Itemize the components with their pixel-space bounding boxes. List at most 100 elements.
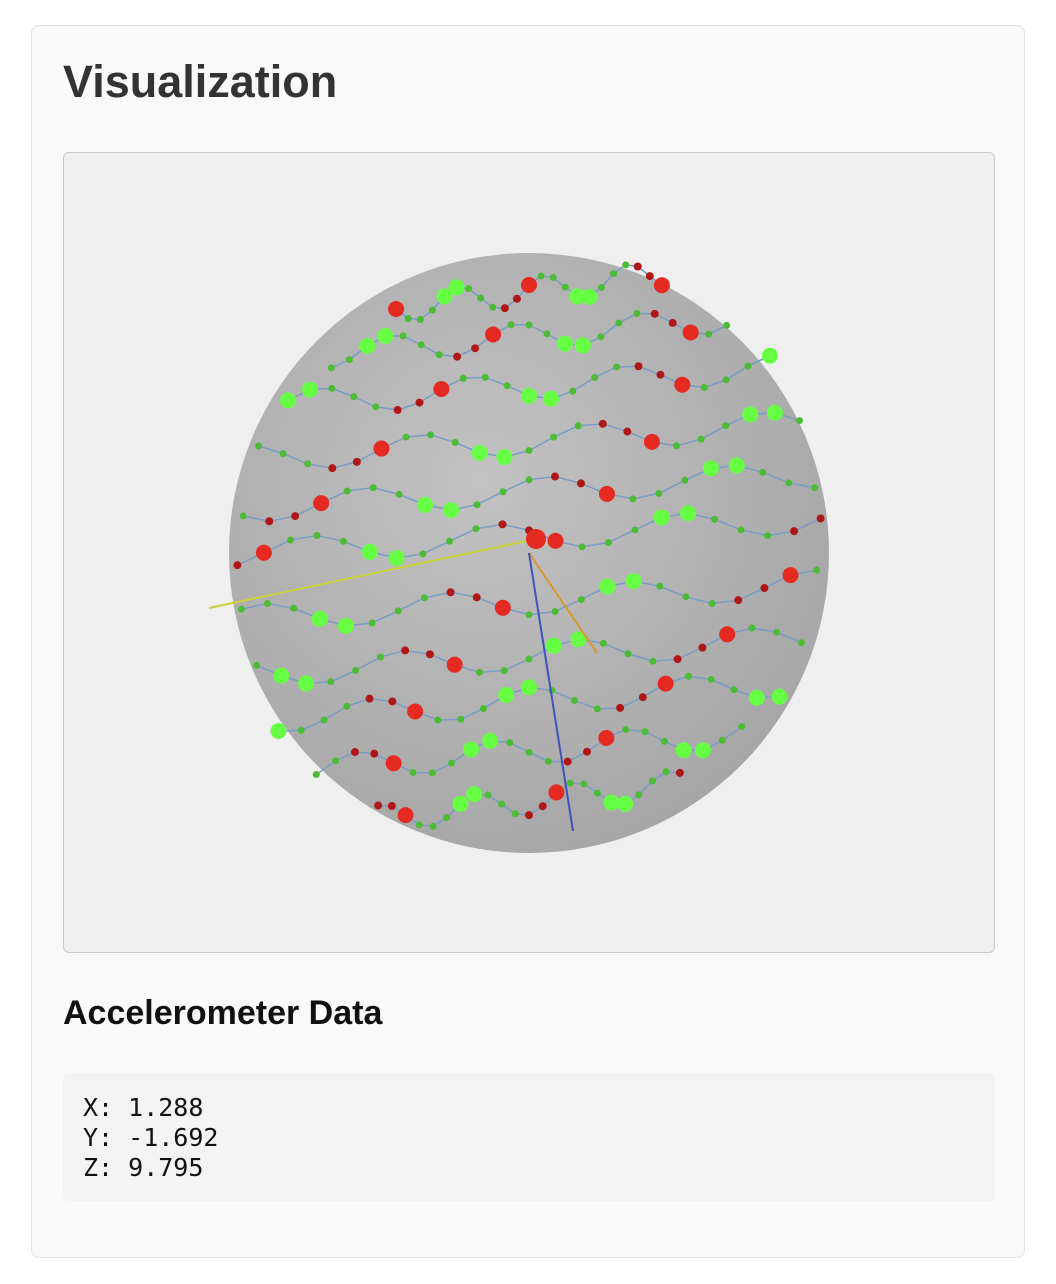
trajectory-point: [337, 617, 354, 634]
trajectory-point: [494, 599, 511, 616]
trajectory-point: [574, 422, 582, 430]
trajectory-point: [485, 326, 502, 343]
trajectory-point: [771, 688, 788, 705]
trajectory-point: [569, 288, 586, 305]
trajectory-point: [737, 526, 745, 534]
trajectory-point: [673, 655, 682, 664]
trajectory-point: [328, 384, 336, 392]
trajectory-point: [291, 512, 300, 521]
trajectory-point: [764, 532, 772, 540]
trajectory-point: [401, 646, 410, 655]
trajectory-point: [388, 550, 405, 567]
trajectory-point: [404, 314, 412, 322]
trajectory-point: [537, 272, 545, 280]
trajectory-point: [350, 393, 358, 401]
trajectory-point: [313, 495, 330, 512]
trajectory-point: [638, 693, 647, 702]
trajectory-point: [547, 532, 564, 549]
trajectory-point: [481, 373, 489, 381]
trajectory-point: [525, 447, 533, 455]
axis-y: [528, 552, 598, 654]
trajectory-point: [339, 537, 347, 545]
trajectory-point: [332, 757, 340, 765]
trajectory-point: [409, 768, 417, 776]
trajectory-point: [525, 655, 533, 663]
trajectory-point: [684, 672, 692, 680]
trajectory-point: [655, 489, 663, 497]
trajectory-point: [525, 811, 533, 820]
trajectory-point: [453, 352, 462, 361]
trajectory-point: [656, 370, 665, 379]
trajectory-point: [719, 626, 736, 643]
trajectory-point: [263, 599, 271, 607]
trajectory-point: [436, 288, 453, 305]
trajectory-point: [675, 742, 692, 759]
trajectory-point: [237, 605, 245, 613]
trajectory-point: [722, 376, 730, 384]
trajectory-point: [273, 667, 290, 684]
trajectory-point: [370, 749, 379, 758]
trajectory-point: [448, 279, 465, 296]
trajectory-point: [446, 656, 463, 673]
trajectory-point: [297, 726, 305, 734]
trajectory-point: [660, 737, 668, 745]
trajectory-point: [298, 675, 315, 692]
trajectory-point: [682, 324, 699, 341]
trajectory-point: [645, 272, 654, 281]
trajectory-point: [253, 661, 261, 669]
trajectory-point: [662, 768, 670, 776]
trajectory-point: [472, 593, 481, 602]
trajectory-point: [361, 543, 378, 560]
trajectory-point: [695, 742, 712, 759]
trajectory-point: [615, 319, 623, 327]
trajectory-point: [465, 285, 473, 293]
trajectory-point: [462, 741, 479, 758]
reading-line: X: 1.288: [83, 1093, 204, 1122]
trajectory-point: [498, 520, 507, 529]
trajectory-point: [345, 356, 353, 364]
trajectory-point: [543, 330, 551, 338]
trajectory-point: [616, 703, 625, 712]
trajectory-point: [790, 527, 799, 536]
trajectory-point: [290, 604, 298, 612]
trajectory-point: [507, 321, 515, 329]
trajectory-point: [506, 739, 514, 747]
trajectory-point: [445, 537, 453, 545]
trajectory-point: [634, 362, 643, 371]
trajectory-point: [451, 439, 459, 447]
trajectory-point: [428, 769, 436, 777]
trajectory-point: [598, 419, 607, 428]
trajectory-point: [343, 487, 351, 495]
trajectory-point: [448, 759, 456, 767]
trajectory-point: [698, 643, 707, 652]
trajectory-point: [734, 596, 743, 605]
trajectory-point: [446, 588, 455, 597]
trajectory-point: [373, 440, 390, 457]
trajectory-point: [301, 381, 318, 398]
trajectory-point: [782, 567, 799, 584]
trajectory-point: [593, 705, 601, 713]
trajectory-point: [722, 422, 730, 430]
trajectory-point: [633, 262, 642, 271]
trajectory-point: [475, 668, 483, 676]
trajectory-point: [550, 472, 559, 481]
trajectory-point: [591, 374, 599, 382]
readings: X: 1.288 Y: -1.692 Z: 9.795: [63, 1073, 995, 1201]
title: Visualization: [63, 56, 338, 107]
trajectory-point: [503, 382, 511, 390]
trajectory-point: [561, 283, 569, 291]
trajectory-point: [239, 512, 247, 520]
trajectory-point: [385, 755, 402, 772]
trajectory-point: [544, 757, 552, 765]
trajectory-point: [723, 321, 731, 329]
trajectory-point: [707, 675, 715, 683]
trajectory-point: [498, 686, 515, 703]
trajectory-point: [352, 457, 361, 466]
trajectory-point: [816, 514, 825, 523]
trajectory-point: [477, 294, 485, 302]
trajectory-point: [304, 460, 312, 468]
trajectory-point: [399, 332, 407, 340]
trajectory-point: [466, 786, 483, 803]
trajectory-point: [648, 777, 656, 785]
